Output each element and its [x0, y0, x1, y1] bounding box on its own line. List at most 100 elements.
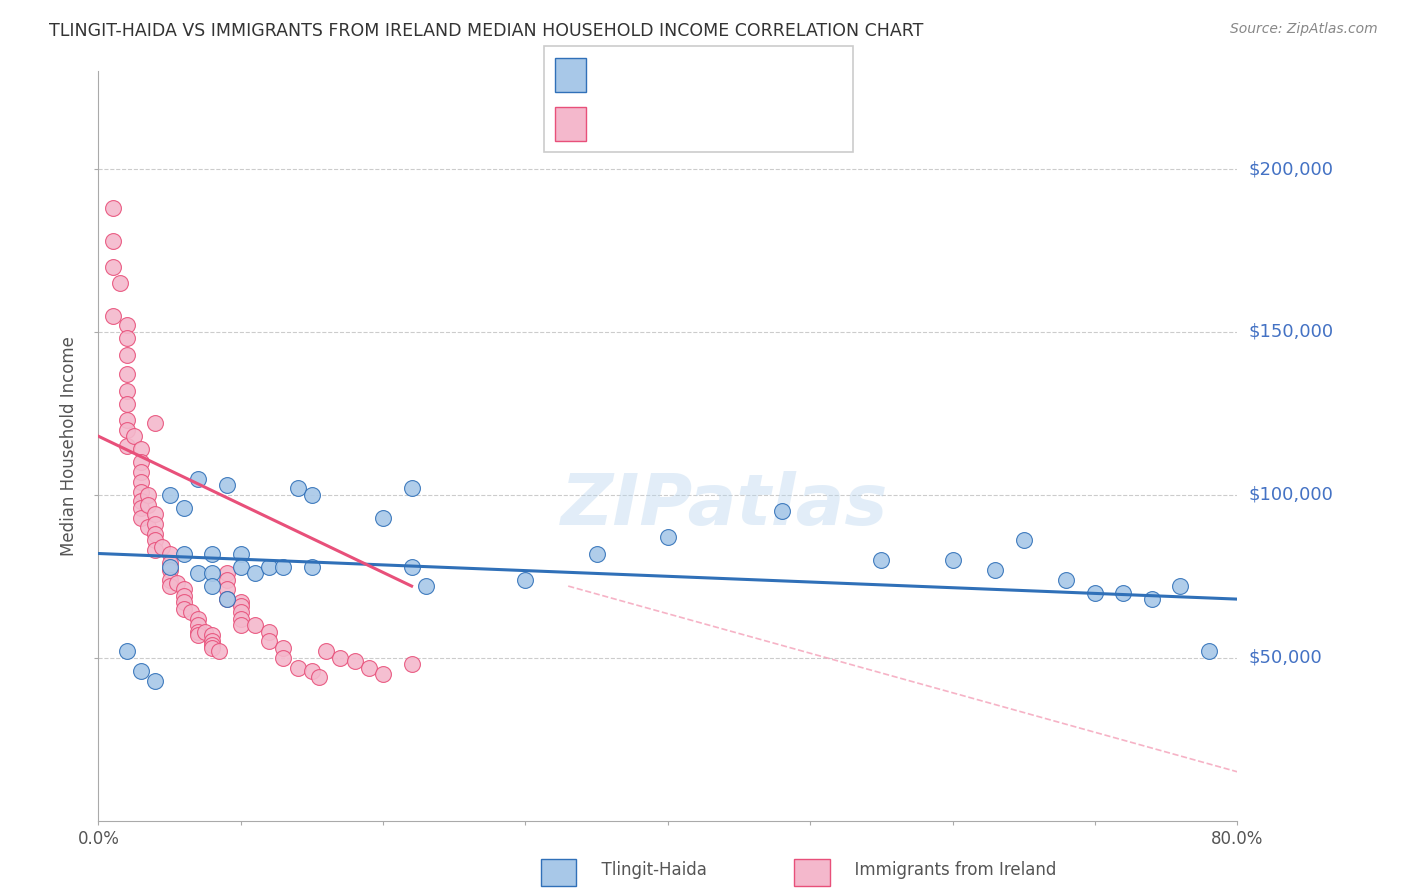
Point	[173, 582, 195, 597]
Point	[173, 589, 195, 603]
Point	[108, 276, 131, 290]
Point	[1170, 579, 1192, 593]
Text: 40: 40	[724, 66, 747, 84]
Point	[129, 510, 152, 524]
Point	[187, 618, 209, 632]
Point	[194, 624, 217, 639]
Text: $100,000: $100,000	[1249, 486, 1333, 504]
Point	[259, 559, 281, 574]
Point	[115, 331, 138, 345]
Point	[145, 527, 167, 541]
Point	[180, 605, 202, 619]
Point	[1140, 592, 1163, 607]
Text: 77: 77	[724, 115, 748, 133]
Text: TLINGIT-HAIDA VS IMMIGRANTS FROM IRELAND MEDIAN HOUSEHOLD INCOME CORRELATION CHA: TLINGIT-HAIDA VS IMMIGRANTS FROM IRELAND…	[49, 22, 924, 40]
Point	[136, 498, 159, 512]
Point	[229, 599, 252, 613]
Text: N =: N =	[689, 66, 737, 84]
Point	[357, 660, 380, 674]
Point	[159, 579, 181, 593]
Point	[1198, 644, 1220, 658]
Point	[301, 664, 323, 678]
Point	[770, 504, 793, 518]
Point	[145, 517, 167, 532]
Point	[373, 667, 395, 681]
Point	[122, 429, 145, 443]
Point	[173, 602, 195, 616]
Point	[401, 481, 423, 495]
Point	[115, 644, 138, 658]
Point	[273, 559, 295, 574]
Point	[287, 660, 309, 674]
Point	[115, 413, 138, 427]
Point	[129, 465, 152, 479]
Point	[187, 612, 209, 626]
Text: -0.214: -0.214	[628, 66, 688, 84]
Point	[308, 670, 330, 684]
Point	[329, 650, 352, 665]
Point	[215, 573, 238, 587]
Point	[343, 654, 366, 668]
Point	[243, 566, 266, 580]
Point	[1056, 573, 1078, 587]
Point	[215, 592, 238, 607]
Point	[159, 547, 181, 561]
Point	[215, 592, 238, 607]
Point	[259, 624, 281, 639]
Point	[870, 553, 893, 567]
Text: R =: R =	[598, 115, 634, 133]
Y-axis label: Median Household Income: Median Household Income	[60, 336, 79, 556]
Point	[1084, 585, 1107, 599]
Point	[129, 484, 152, 499]
Point	[145, 508, 167, 522]
Point	[229, 547, 252, 561]
Point	[101, 234, 124, 248]
Point	[152, 540, 174, 554]
Point	[145, 673, 167, 688]
Point	[129, 500, 152, 515]
Point	[136, 488, 159, 502]
Point	[215, 582, 238, 597]
Point	[201, 628, 224, 642]
Text: N =: N =	[689, 115, 737, 133]
Text: $50,000: $50,000	[1249, 648, 1322, 666]
Point	[243, 618, 266, 632]
Point	[215, 566, 238, 580]
Point	[229, 605, 252, 619]
Point	[201, 638, 224, 652]
Point	[101, 309, 124, 323]
Point	[201, 640, 224, 655]
Point	[229, 612, 252, 626]
Point	[984, 563, 1007, 577]
Point	[101, 260, 124, 274]
Point	[301, 488, 323, 502]
Point	[187, 624, 209, 639]
Point	[145, 543, 167, 558]
Point	[229, 618, 252, 632]
Point	[129, 442, 152, 457]
Point	[201, 634, 224, 648]
Point	[201, 579, 224, 593]
Point	[145, 533, 167, 548]
Point	[201, 547, 224, 561]
Text: Immigrants from Ireland: Immigrants from Ireland	[844, 861, 1056, 879]
Point	[159, 559, 181, 574]
Point	[187, 472, 209, 486]
Point	[215, 478, 238, 492]
Point	[129, 475, 152, 489]
Text: -0.208: -0.208	[628, 115, 688, 133]
Text: Tlingit-Haida: Tlingit-Haida	[591, 861, 706, 879]
Point	[657, 530, 679, 544]
Point	[1112, 585, 1135, 599]
Point	[229, 559, 252, 574]
Point	[208, 644, 231, 658]
Point	[115, 348, 138, 362]
Point	[187, 628, 209, 642]
Point	[159, 556, 181, 570]
Point	[229, 595, 252, 609]
Point	[201, 566, 224, 580]
Point	[315, 644, 337, 658]
Point	[115, 423, 138, 437]
Point	[301, 559, 323, 574]
Point	[373, 510, 395, 524]
